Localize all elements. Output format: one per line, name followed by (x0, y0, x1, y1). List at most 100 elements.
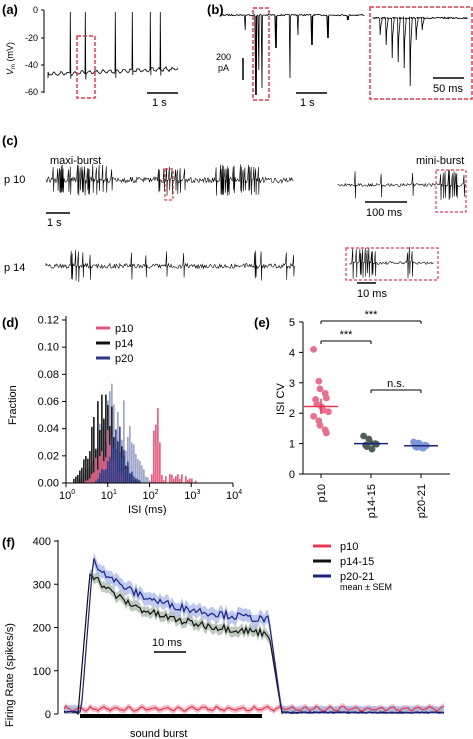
panel-d-bar (79, 470, 81, 483)
panel-d-xtick-exp: 4 (238, 489, 242, 496)
panel-f-sem-band (64, 569, 444, 714)
panel-d-bar (159, 442, 161, 483)
panel-e-yticks: 0 1 2 3 4 5 (289, 317, 303, 481)
panel-d-xtick-exp: 1 (113, 489, 117, 496)
panel-a-ytick-label: -20 (25, 33, 38, 43)
panel-a-ylabel-sub: m (11, 64, 17, 69)
panel-d-bar (105, 394, 107, 483)
panel-d-bar (137, 479, 139, 483)
panel-d-bar (97, 401, 99, 483)
panel-e-point (310, 345, 317, 353)
panel-f-scalebar-label: 10 ms (152, 637, 182, 649)
panel-f-ytick-label: 0 (45, 709, 51, 721)
panel-c: (c) maxi-burst mini-burst p 10 p 14 1 s … (2, 133, 467, 300)
panel-a-ytick-label: 0 (33, 5, 38, 15)
panel-f-yticks: 0 100 200 300 400 (33, 536, 58, 721)
panel-e-point (368, 445, 376, 453)
panel-d-bar (165, 476, 167, 483)
panel-d-ytick-label: 0.10 (38, 342, 59, 354)
panel-e-ytick-label: 3 (289, 378, 295, 390)
panel-d-bar (127, 461, 129, 483)
panel-d-bar (99, 456, 101, 483)
panel-d-legend-label: p14 (115, 338, 133, 350)
panel-d-bar (181, 474, 183, 483)
panel-d-bar (107, 430, 109, 483)
panel-d-bar (97, 469, 99, 483)
panel-e-point (360, 432, 367, 440)
panel-c-row1-label: p 10 (4, 174, 25, 186)
panel-d-bar (191, 478, 193, 483)
panel-d-xlabel: ISI (ms) (128, 504, 167, 516)
panel-d-bar (145, 476, 147, 483)
panel-d-bar (95, 457, 97, 483)
panel-f-ytick-label: 200 (33, 623, 51, 635)
panel-d-bar (125, 469, 127, 483)
panel-d-bar (129, 473, 131, 483)
panel-f-stimulus-label: sound burst (130, 728, 187, 739)
panel-c-zoom-box (345, 247, 439, 281)
panel-d-xtick-label: 104 (226, 489, 242, 502)
panel-d-bar (91, 473, 93, 483)
panel-e-ytick-label: 1 (289, 439, 295, 451)
panel-d-legend: p10 p14 p20 (96, 323, 133, 365)
panel-f-sem-band (64, 551, 444, 714)
panel-c-p14-trace (45, 250, 295, 283)
panel-e-sig-label: *** (365, 309, 379, 321)
panel-d-bar (153, 430, 155, 483)
panel-d-bar (95, 480, 97, 483)
panel-f-ytick-label: 400 (33, 536, 51, 548)
panel-e-point (316, 421, 324, 429)
panel-a-ylabel-v: V (5, 68, 15, 75)
panel-e-point (363, 443, 371, 451)
panel-d-bar (103, 418, 105, 483)
panel-d-bar (169, 473, 171, 483)
panel-a-highlight-box (76, 35, 96, 99)
panel-d-ylabel: Fraction (7, 385, 19, 425)
panel-d-bar (195, 480, 197, 483)
panel-d-bar (91, 426, 93, 483)
panel-f-line (63, 558, 444, 714)
panel-d-bar (113, 447, 115, 483)
panel-c-mini-trace (337, 169, 467, 201)
panel-e-point (310, 412, 317, 420)
panel-c-mini-title: mini-burst (416, 155, 464, 167)
panel-d-bar (93, 472, 95, 483)
panel-c-p10-trace (45, 164, 294, 196)
panel-d-xtick-exp: 3 (197, 489, 201, 496)
panel-e-point (323, 394, 330, 402)
panel-b-inset-scalebar-label: 50 ms (433, 83, 463, 95)
panel-c-maxi-title: maxi-burst (50, 155, 101, 167)
panel-e-ytick-label: 2 (289, 408, 295, 420)
panel-b-label: (b) (207, 2, 224, 17)
panel-d-bar (149, 480, 151, 483)
panel-d-ytick-label: 0.04 (38, 423, 59, 435)
panel-d-bar (97, 478, 99, 483)
panel-d-bar (105, 469, 107, 483)
panel-d-bar (147, 477, 149, 483)
panel-d-legend-label: p20 (115, 353, 133, 365)
panel-d-xtick-label: 102 (143, 489, 159, 502)
panel-d-bar (157, 408, 159, 483)
panel-c-maxi-highlight (164, 168, 174, 201)
panel-d-bar (129, 426, 131, 483)
panel-f-legend: p10 p14-15 p20-21 (313, 541, 374, 583)
panel-d-bar (115, 429, 117, 483)
panel-e-label: (e) (254, 315, 270, 330)
panel-d-bar (127, 436, 129, 483)
panel-d-xtick-label: 100 (59, 489, 75, 502)
panel-d-bar (101, 451, 103, 483)
panel-b-scale-value: 200 (216, 52, 231, 62)
panel-f: (f) Firing Rate (spikes/s) 0 100 200 300 400… (2, 535, 445, 739)
panel-d-bar (73, 478, 75, 483)
panel-d-bar (87, 480, 89, 483)
panel-d-bar (85, 480, 87, 483)
panel-d-bar (189, 478, 191, 483)
panel-d-bar (179, 478, 181, 483)
panel-d-legend-label: p10 (115, 323, 133, 335)
panel-f-legend-label: p10 (340, 541, 358, 553)
panel-e-ytick-label: 4 (289, 347, 295, 359)
panel-e-ylabel: ISI CV (275, 383, 287, 415)
panel-d-xtick-base: 10 (101, 490, 113, 502)
panel-f-ytick-label: 100 (33, 666, 51, 678)
panel-d-bar (137, 459, 139, 483)
